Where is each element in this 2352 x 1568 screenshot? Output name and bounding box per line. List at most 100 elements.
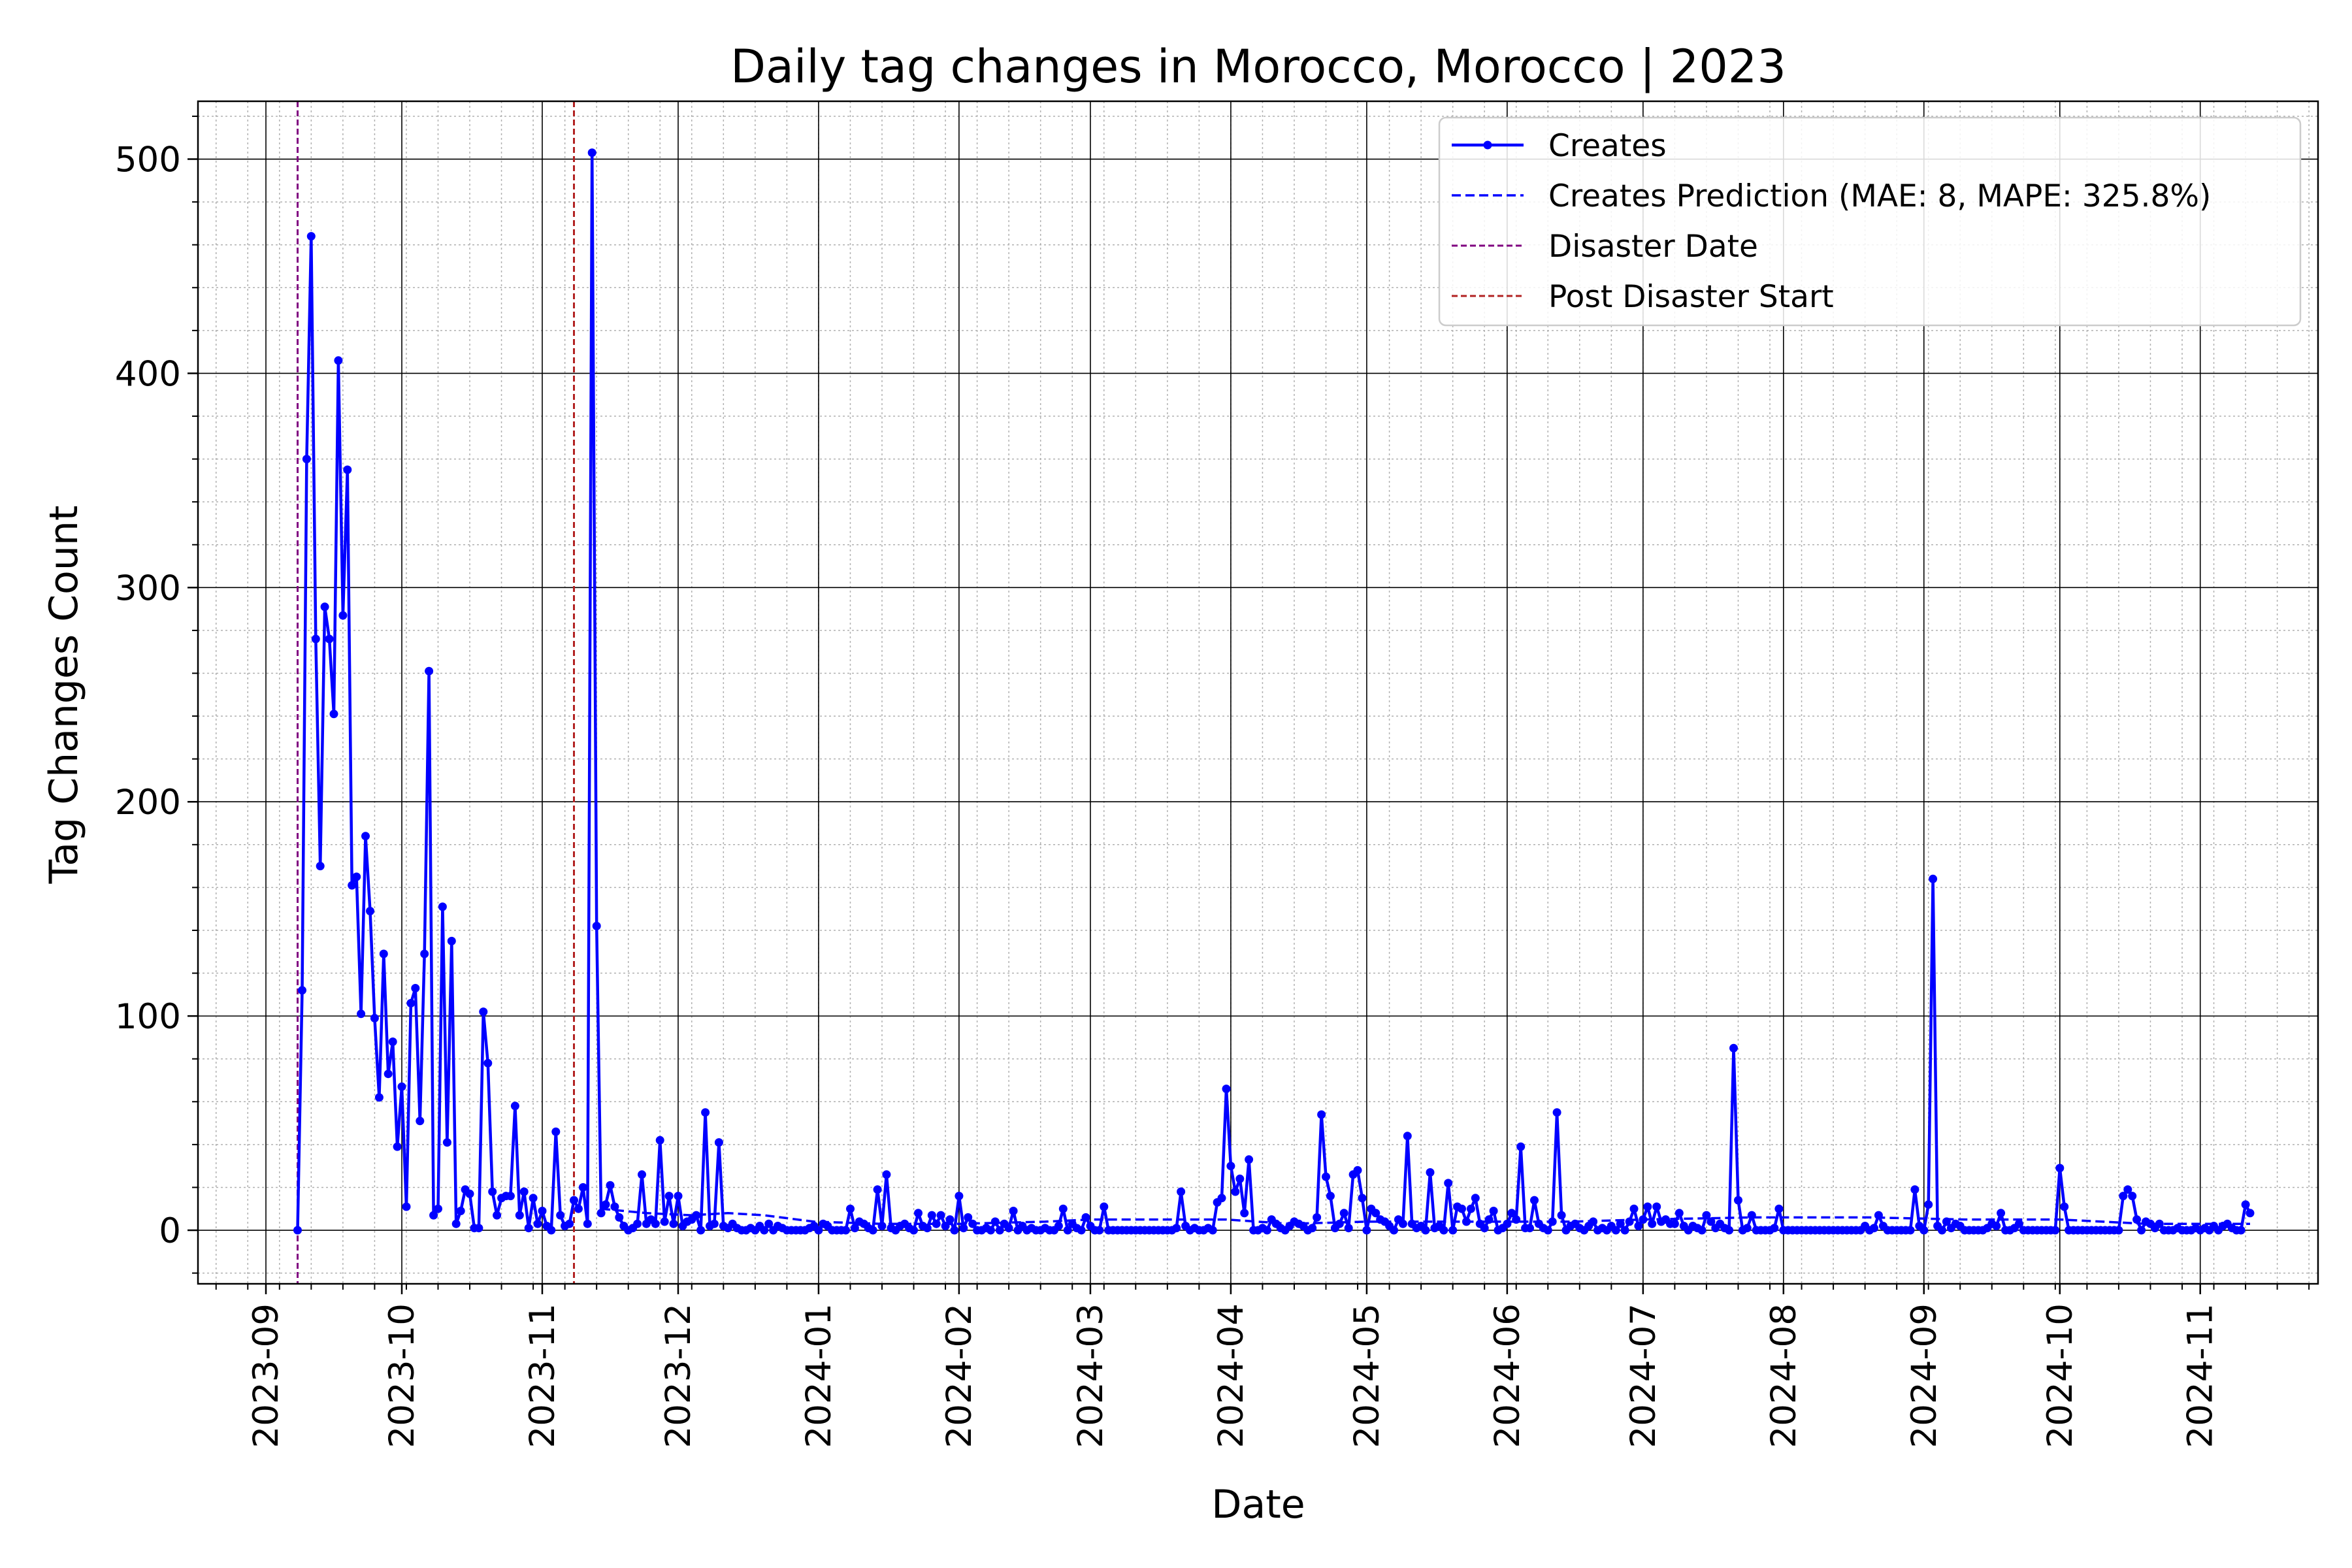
creates-point: [397, 1082, 406, 1091]
creates-point: [1462, 1217, 1471, 1226]
creates-point: [1308, 1224, 1317, 1233]
creates-point: [1421, 1226, 1430, 1235]
creates-point: [2123, 1185, 2132, 1194]
legend-label: Disaster Date: [1548, 229, 1758, 265]
creates-point: [596, 1209, 606, 1218]
creates-point: [1489, 1207, 1498, 1215]
creates-point: [306, 232, 316, 241]
creates-point: [701, 1108, 710, 1117]
creates-point: [990, 1217, 1000, 1226]
creates-point: [1503, 1219, 1512, 1228]
creates-point: [519, 1187, 529, 1196]
creates-point: [1516, 1142, 1526, 1151]
creates-point: [1009, 1207, 1018, 1215]
creates-point: [1674, 1209, 1684, 1218]
creates-point: [1919, 1226, 1929, 1235]
creates-point: [1081, 1213, 1090, 1222]
creates-point: [841, 1226, 850, 1235]
creates-point: [533, 1219, 542, 1228]
creates-point: [393, 1142, 402, 1151]
creates-point: [1634, 1222, 1643, 1230]
creates-point: [660, 1217, 669, 1226]
x-tick-label: 2024-05: [1347, 1303, 1387, 1448]
y-tick-label: 400: [115, 354, 181, 394]
creates-point: [1235, 1174, 1245, 1183]
creates-point: [325, 634, 334, 644]
creates-point: [1874, 1211, 1883, 1220]
creates-point: [374, 1093, 384, 1102]
creates-point: [1226, 1162, 1235, 1171]
creates-point: [420, 949, 429, 958]
creates-point: [1742, 1224, 1752, 1233]
creates-point: [583, 1219, 592, 1228]
creates-point: [343, 465, 352, 474]
creates-point: [1471, 1194, 1480, 1203]
creates-point: [357, 1009, 366, 1019]
creates-point: [1353, 1166, 1362, 1175]
creates-point: [293, 1226, 302, 1235]
creates-point: [1371, 1209, 1380, 1218]
creates-point: [601, 1200, 610, 1209]
creates-point: [334, 356, 343, 365]
creates-point: [945, 1215, 955, 1224]
creates-point: [1322, 1172, 1330, 1181]
legend: Creates Creates Prediction (MAE: 8, MAPE:…: [1438, 116, 2302, 327]
creates-point: [506, 1192, 515, 1201]
creates-point: [2241, 1200, 2250, 1209]
creates-point: [1208, 1226, 1217, 1235]
creates-point: [311, 634, 320, 644]
creates-point: [338, 611, 348, 620]
x-tick-label: 2024-02: [939, 1303, 979, 1448]
creates-point: [538, 1207, 547, 1215]
creates-point: [1526, 1224, 1534, 1233]
creates-point: [932, 1219, 941, 1228]
creates-point: [2137, 1226, 2146, 1235]
creates-point: [964, 1213, 973, 1222]
creates-point: [692, 1211, 701, 1220]
creates-point: [1616, 1219, 1625, 1228]
x-tick-label: 2024-10: [2040, 1303, 2080, 1448]
creates-point: [1326, 1192, 1335, 1201]
creates-point: [1231, 1187, 1240, 1196]
creates-point: [556, 1211, 565, 1220]
creates-point: [1095, 1226, 1104, 1235]
y-tick-label: 500: [115, 140, 181, 180]
creates-point: [1625, 1217, 1634, 1226]
creates-point: [1339, 1209, 1348, 1218]
legend-box: [1438, 116, 2302, 327]
creates-point: [515, 1211, 524, 1220]
creates-point: [669, 1219, 678, 1228]
creates-point: [1403, 1132, 1412, 1141]
creates-point: [402, 1202, 411, 1211]
x-tick-label: 2024-07: [1624, 1303, 1663, 1448]
x-tick-label: 2024-01: [799, 1303, 839, 1448]
creates-point: [846, 1204, 855, 1213]
creates-point: [329, 710, 338, 719]
creates-point: [384, 1070, 393, 1079]
chart-title: Daily tag changes in Morocco, Morocco | …: [730, 40, 1786, 93]
creates-point: [1077, 1226, 1086, 1235]
creates-point: [1426, 1168, 1435, 1177]
creates-point: [1172, 1224, 1181, 1233]
creates-point: [2051, 1226, 2060, 1235]
creates-point: [1439, 1226, 1448, 1235]
creates-point: [1480, 1224, 1489, 1233]
creates-point: [655, 1135, 664, 1145]
creates-point: [411, 984, 420, 992]
creates-point: [587, 148, 596, 157]
creates-point: [1466, 1204, 1475, 1213]
creates-point: [2055, 1164, 2065, 1173]
creates-point: [1507, 1209, 1516, 1218]
creates-point: [1629, 1204, 1639, 1213]
creates-point: [633, 1219, 642, 1228]
y-tick-label: 300: [115, 568, 181, 608]
creates-point: [361, 832, 370, 841]
creates-point: [302, 455, 311, 464]
creates-point: [814, 1226, 823, 1235]
creates-point: [348, 881, 357, 890]
creates-point: [606, 1181, 615, 1190]
y-tick-label: 100: [115, 997, 181, 1037]
creates-point: [1512, 1215, 1521, 1224]
y-tick-labels: 0 100 200 300 400 500: [115, 140, 181, 1251]
creates-point: [416, 1117, 425, 1126]
